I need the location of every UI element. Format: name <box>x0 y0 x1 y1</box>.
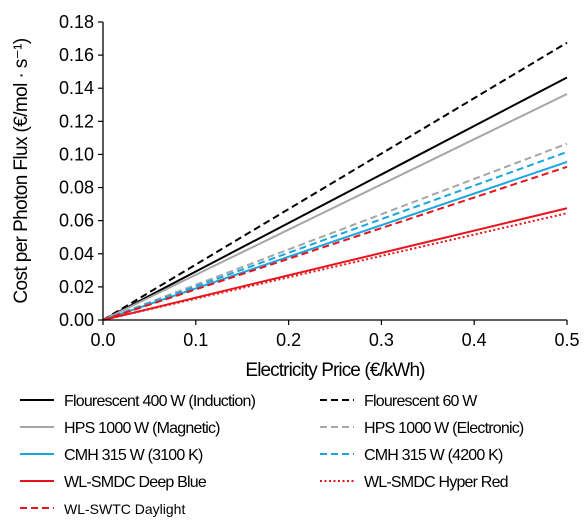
y-tick-label: 0.02 <box>59 277 94 297</box>
legend-label: Flourescent 60 W <box>364 393 478 410</box>
legend-label: HPS 1000 W (Magnetic) <box>64 420 220 437</box>
y-tick-label: 0.12 <box>59 111 94 131</box>
y-tick-label: 0.04 <box>59 244 94 264</box>
x-tick-label: 0.1 <box>183 330 208 350</box>
series-line <box>102 207 568 321</box>
y-tick-label: 0.08 <box>59 178 94 198</box>
x-tick-label: 0.0 <box>90 330 115 350</box>
legend-label: WL-SWTC Daylight <box>64 501 185 517</box>
x-axis-label: Electricity Price (€/kWh) <box>245 360 425 381</box>
series-line <box>102 142 568 321</box>
x-tick-label: 0.3 <box>369 330 394 350</box>
series-line <box>102 151 568 321</box>
legend-label: CMH 315 W (4200 K) <box>364 447 503 464</box>
legend-label: HPS 1000 W (Electronic) <box>364 420 524 437</box>
x-tick-label: 0.4 <box>462 330 487 350</box>
legend-label: WL-SMDC Deep Blue <box>64 474 207 491</box>
y-tick-label: 0.16 <box>59 45 94 65</box>
series-line <box>102 41 568 321</box>
y-tick-label: 0.06 <box>59 211 94 231</box>
series-line <box>102 93 568 321</box>
legend: Flourescent 400 W (Induction) Flourescent… <box>20 393 525 517</box>
y-tick-label: 0.14 <box>59 78 94 98</box>
ticks-layer: 0.00 0.02 0.04 0.06 0.08 0.10 0.12 0.14 0.16 0.18… <box>59 12 580 350</box>
x-tick-label: 0.2 <box>276 330 301 350</box>
x-tick-label: 0.5 <box>554 330 579 350</box>
series-line <box>102 212 568 321</box>
legend-label: Flourescent 400 W (Induction) <box>64 393 256 410</box>
axes-layer <box>102 22 567 321</box>
y-axis-label: Cost per Photon Flux (€/mol · s⁻¹) <box>11 38 32 303</box>
legend-label: WL-SMDC Hyper Red <box>364 474 508 491</box>
y-tick-label: 0.10 <box>59 144 94 164</box>
y-tick-label: 0.00 <box>59 310 94 330</box>
series-layer <box>102 41 568 321</box>
y-tick-label: 0.18 <box>59 12 94 32</box>
series-line <box>102 76 568 321</box>
series-line <box>102 160 568 321</box>
legend-label: CMH 315 W (3100 K) <box>64 447 203 464</box>
series-line <box>102 165 568 321</box>
